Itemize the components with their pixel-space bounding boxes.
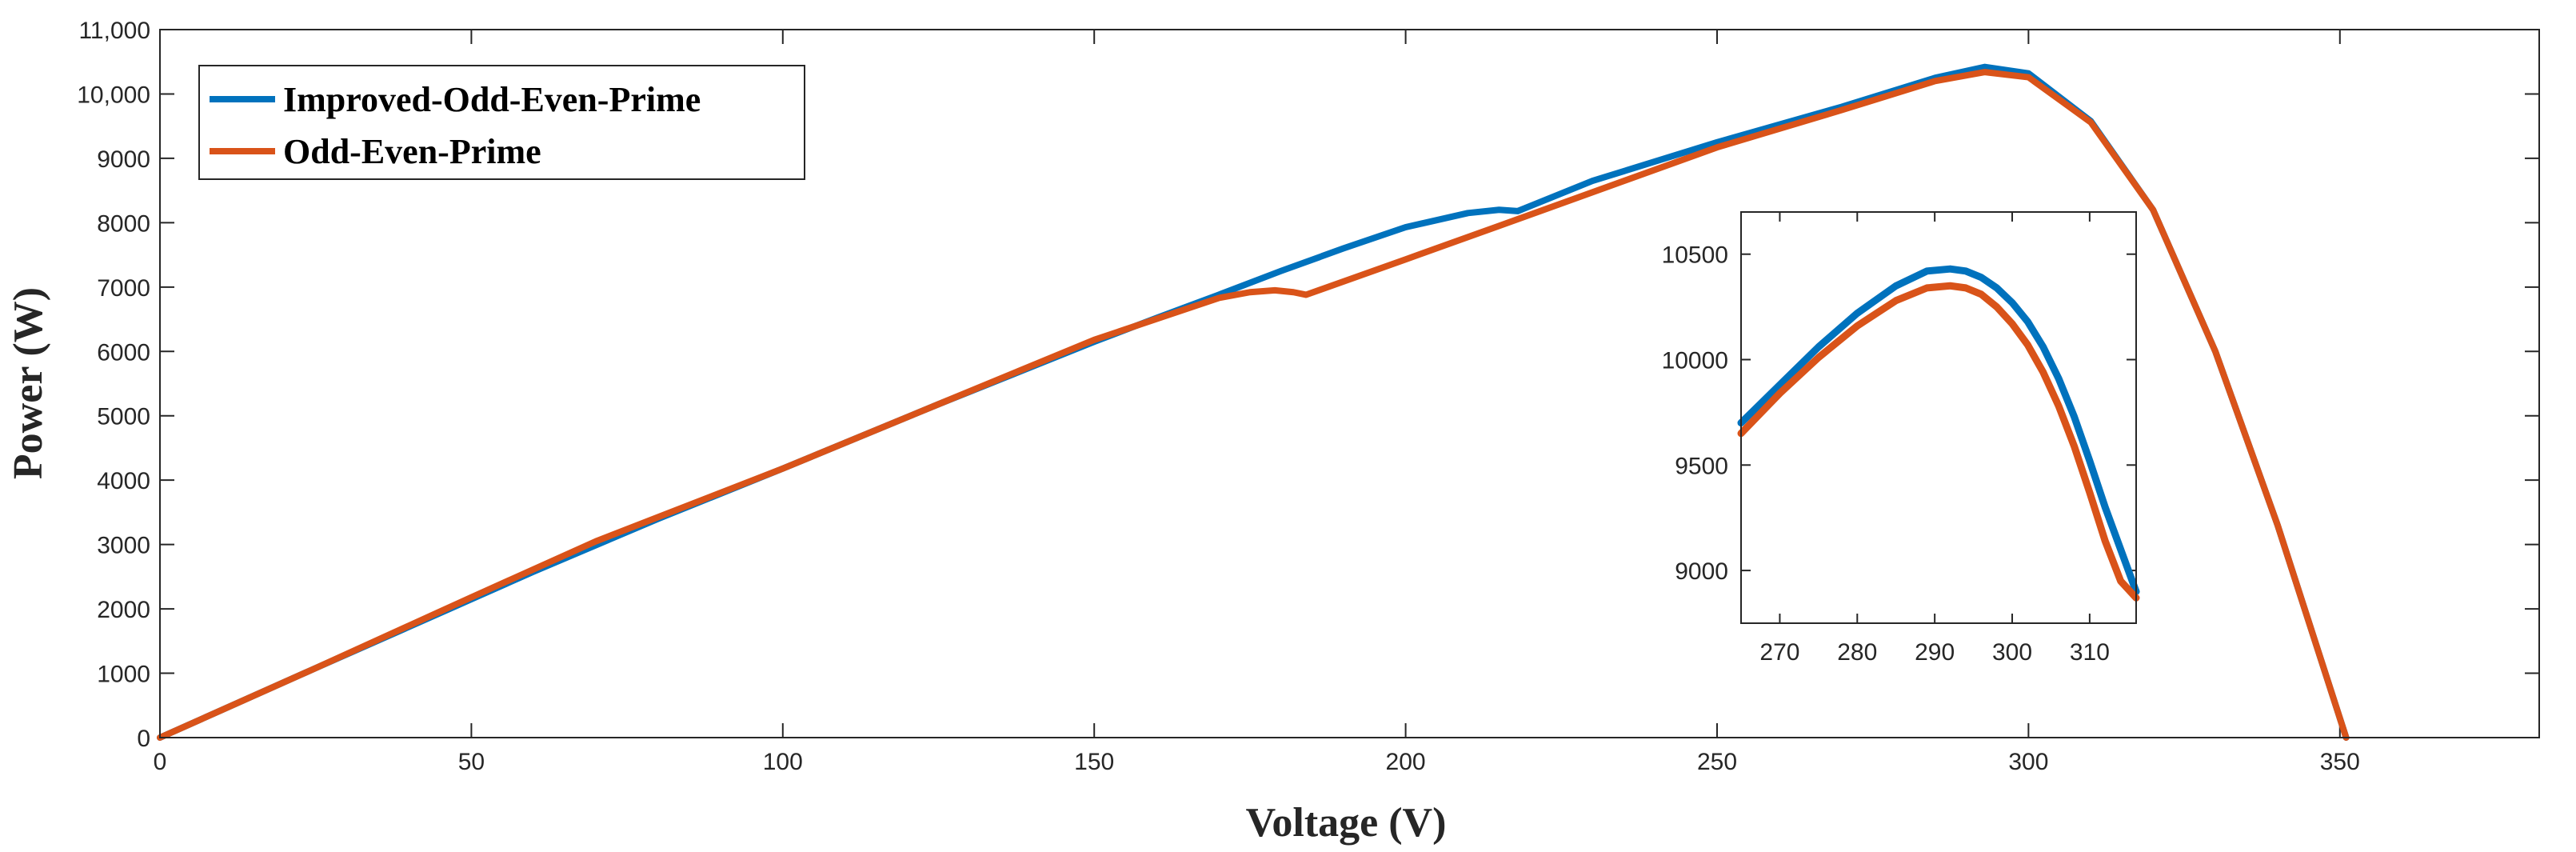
main-x-tick-label: 0 [154, 749, 167, 775]
main-plot-frame [159, 29, 2540, 738]
y-axis-title: Power (W) [6, 287, 51, 479]
main-y-tick-label: 6000 [97, 339, 150, 366]
inset-series-line-odd-even-prime [1737, 282, 2140, 602]
inset-x-tick-label: 290 [1915, 639, 1955, 666]
main-y-tick-label: 0 [137, 726, 150, 752]
main-x-tick-label: 150 [1074, 749, 1114, 775]
inset-y-axis: 9000 9500 10000 10500 [1662, 242, 2136, 585]
main-y-tick-label: 7000 [97, 275, 150, 302]
main-y-tick-label: 2000 [97, 597, 150, 623]
main-y-tick-label: 9000 [97, 146, 150, 173]
inset-plot-frame [1740, 211, 2137, 624]
main-y-axis: 0 1000 2000 3000 4000 5000 6000 7000 8000 9000 10,… [77, 18, 2539, 752]
main-x-tick-label: 350 [2320, 749, 2360, 775]
main-y-tick-label: 4000 [97, 468, 150, 494]
main-series-line-odd-even-prime [157, 69, 2350, 741]
inset-x-axis: 270 280 290 300 310 [1759, 212, 2110, 666]
main-x-tick-label: 300 [2008, 749, 2048, 775]
x-axis-title: Voltage (V) [1246, 800, 1447, 846]
inset-plot-area [1741, 212, 2136, 623]
inset-series [1737, 265, 2140, 602]
main-y-tick-label: 11,000 [78, 18, 150, 44]
main-x-tick-label: 50 [458, 749, 485, 775]
legend: Improved-Odd-Even-Prime Odd-Even-Prime [198, 65, 805, 180]
main-y-tick-label: 8000 [97, 210, 150, 237]
inset-series-line-improved-odd-even-prime [1737, 265, 2140, 595]
inset-y-tick-label: 10500 [1662, 242, 1728, 269]
main-x-tick-label: 100 [763, 749, 803, 775]
legend-label-improved: Improved-Odd-Even-Prime [283, 80, 701, 119]
legend-box [198, 65, 805, 180]
main-y-tick-label: 3000 [97, 533, 150, 559]
legend-label-odd-even: Odd-Even-Prime [283, 132, 541, 171]
main-x-tick-label: 200 [1386, 749, 1426, 775]
inset-y-tick-label: 9000 [1675, 558, 1728, 585]
main-y-tick-label: 1000 [97, 662, 150, 688]
inset-y-tick-label: 9500 [1675, 453, 1728, 479]
main-y-tick-label: 10,000 [77, 82, 150, 108]
inset-x-tick-label: 280 [1837, 639, 1877, 666]
inset-x-tick-label: 270 [1759, 639, 1799, 666]
main-x-tick-label: 250 [1697, 749, 1737, 775]
inset-x-tick-label: 300 [1992, 639, 2032, 666]
main-series [157, 63, 2350, 741]
main-x-axis: 0 50 100 150 200 250 300 350 [154, 30, 2360, 775]
inset-x-tick-label: 310 [2070, 639, 2110, 666]
inset-y-tick-label: 10000 [1662, 348, 1728, 374]
main-y-tick-label: 5000 [97, 404, 150, 430]
